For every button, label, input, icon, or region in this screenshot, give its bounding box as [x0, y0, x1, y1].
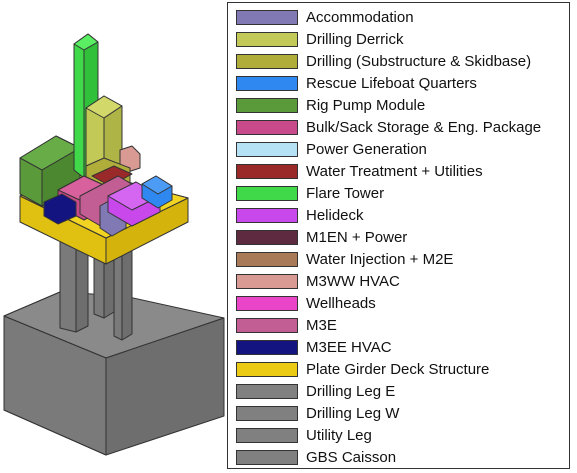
legend-swatch — [236, 361, 298, 377]
legend-label: Drilling (Substructure & Skidbase) — [306, 52, 532, 70]
legend-label: Plate Girder Deck Structure — [306, 360, 490, 378]
legend-swatch — [236, 207, 298, 223]
gbs-caisson — [3, 291, 225, 456]
legend-item-rig-pump: Rig Pump Module — [236, 95, 566, 115]
legend-label: M3E — [306, 316, 337, 334]
legend-swatch — [236, 273, 298, 289]
legend-label: Accommodation — [306, 8, 414, 26]
legend-swatch — [236, 163, 298, 179]
legend-item-m3ee-hvac: M3EE HVAC — [236, 337, 566, 357]
legend-item-drilling-substructure: Drilling (Substructure & Skidbase) — [236, 51, 566, 71]
legend-item-m1en-power: M1EN + Power — [236, 227, 566, 247]
legend-label: Flare Tower — [306, 184, 385, 202]
legend-swatch — [236, 9, 298, 25]
legend-label: Water Treatment + Utilities — [306, 162, 483, 180]
water-treatment — [91, 165, 133, 187]
legend-label: Helideck — [306, 206, 364, 224]
legend-swatch — [236, 97, 298, 113]
legend-item-m3ww-hvac: M3WW HVAC — [236, 271, 566, 291]
legend-label: M3EE HVAC — [306, 338, 392, 356]
legend-item-utility-leg: Utility Leg — [236, 425, 566, 445]
legend-swatch — [236, 339, 298, 355]
legend-item-water-treatment: Water Treatment + Utilities — [236, 161, 566, 181]
legend-swatch — [236, 383, 298, 399]
m3ee-hvac — [43, 193, 77, 225]
legend-swatch — [236, 31, 298, 47]
legend-item-flare-tower: Flare Tower — [236, 183, 566, 203]
legend-swatch — [236, 119, 298, 135]
legend-label: M3WW HVAC — [306, 272, 400, 290]
legend-swatch — [236, 405, 298, 421]
legend-item-helideck: Helideck — [236, 205, 566, 225]
legend-label: Drilling Derrick — [306, 30, 404, 48]
legend-item-bulk-sack: Bulk/Sack Storage & Eng. Package — [236, 117, 566, 137]
legend-swatch — [236, 449, 298, 465]
legend-item-rescue-lifeboat: Rescue Lifeboat Quarters — [236, 73, 566, 93]
legend-item-accommodation: Accommodation — [236, 7, 566, 27]
legend-swatch — [236, 185, 298, 201]
legend-label: Bulk/Sack Storage & Eng. Package — [306, 118, 542, 136]
legend-swatch — [236, 53, 298, 69]
platform-3d-diagram — [3, 33, 225, 456]
legend-swatch — [236, 141, 298, 157]
legend-label: Water Injection + M2E — [306, 250, 454, 268]
legend-item-m3e: M3E — [236, 315, 566, 335]
legend-label: Power Generation — [306, 140, 427, 158]
legend-label: GBS Caisson — [306, 448, 397, 466]
legend-item-water-injection: Water Injection + M2E — [236, 249, 566, 269]
legend: Accommodation Drilling Derrick Drilling (S… — [227, 2, 570, 469]
legend-item-gbs-caisson: GBS Caisson — [236, 447, 566, 467]
drilling-leg-e — [113, 237, 133, 341]
legend-item-wellheads: Wellheads — [236, 293, 566, 313]
legend-item-power-generation: Power Generation — [236, 139, 566, 159]
legend-label: M1EN + Power — [306, 228, 408, 246]
legend-item-plate-girder: Plate Girder Deck Structure — [236, 359, 566, 379]
legend-swatch — [236, 75, 298, 91]
legend-item-drilling-leg-e: Drilling Leg E — [236, 381, 566, 401]
legend-swatch — [236, 229, 298, 245]
legend-label: Rig Pump Module — [306, 96, 426, 114]
legend-label: Rescue Lifeboat Quarters — [306, 74, 477, 92]
legend-swatch — [236, 295, 298, 311]
legend-label: Wellheads — [306, 294, 376, 312]
legend-swatch — [236, 427, 298, 443]
legend-label: Drilling Leg W — [306, 404, 400, 422]
legend-item-drilling-derrick: Drilling Derrick — [236, 29, 566, 49]
legend-swatch — [236, 251, 298, 267]
legend-label: Utility Leg — [306, 426, 372, 444]
legend-swatch — [236, 317, 298, 333]
rescue-lifeboat — [141, 175, 173, 209]
legend-item-drilling-leg-w: Drilling Leg W — [236, 403, 566, 423]
legend-label: Drilling Leg E — [306, 382, 396, 400]
